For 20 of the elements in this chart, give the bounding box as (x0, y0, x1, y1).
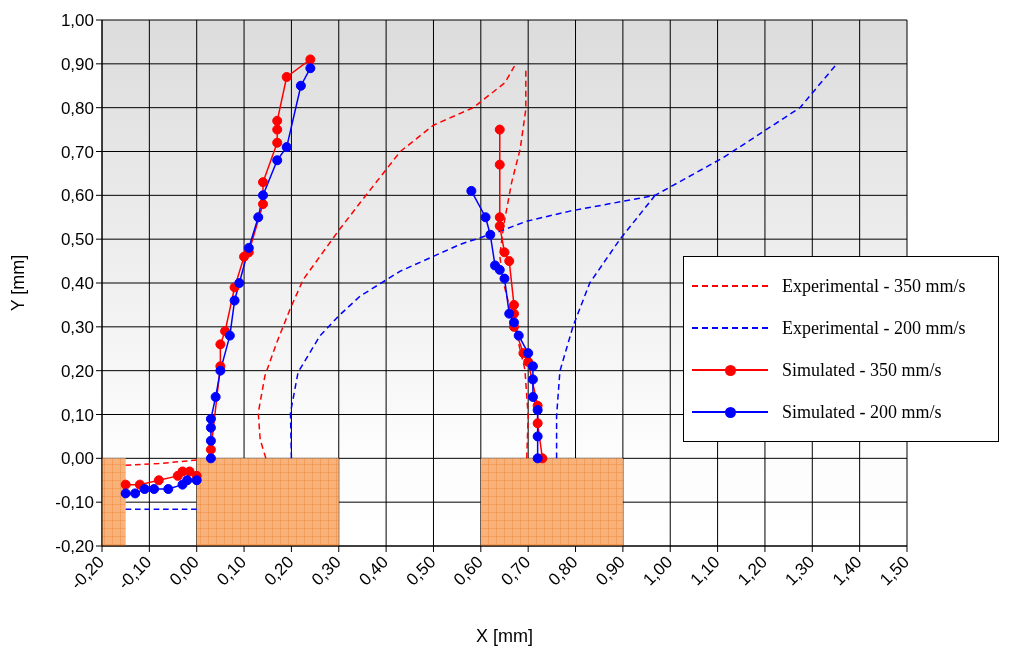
legend-label: Experimental - 350 mm/s (782, 275, 966, 297)
y-tick-label: 0,60 (60, 186, 94, 206)
y-tick-label: 0,20 (60, 361, 94, 381)
y-tick-label: 0,80 (60, 98, 94, 118)
legend-label: Simulated - 350 mm/s (782, 359, 942, 381)
legend-label: Experimental - 200 mm/s (782, 317, 966, 339)
y-tick-label: 0,00 (60, 449, 94, 469)
y-tick-label: 0,70 (60, 142, 94, 162)
x-axis-title: X [mm] (476, 626, 533, 646)
y-tick-label: 0,30 (60, 317, 94, 337)
y-tick-label: 0,50 (60, 230, 94, 250)
y-axis-title: Y [mm] (8, 254, 29, 312)
y-tick-label: -0,20 (55, 537, 94, 557)
y-tick-label: 1,00 (60, 11, 94, 31)
legend-label: Simulated - 200 mm/s (782, 401, 942, 423)
y-tick-label: 0,40 (60, 274, 94, 294)
y-tick-label: 0,90 (60, 54, 94, 74)
y-tick-label: 0,10 (60, 405, 94, 425)
y-tick-label: -0,10 (55, 493, 94, 513)
x-tick-label: 0,70 (497, 552, 535, 590)
